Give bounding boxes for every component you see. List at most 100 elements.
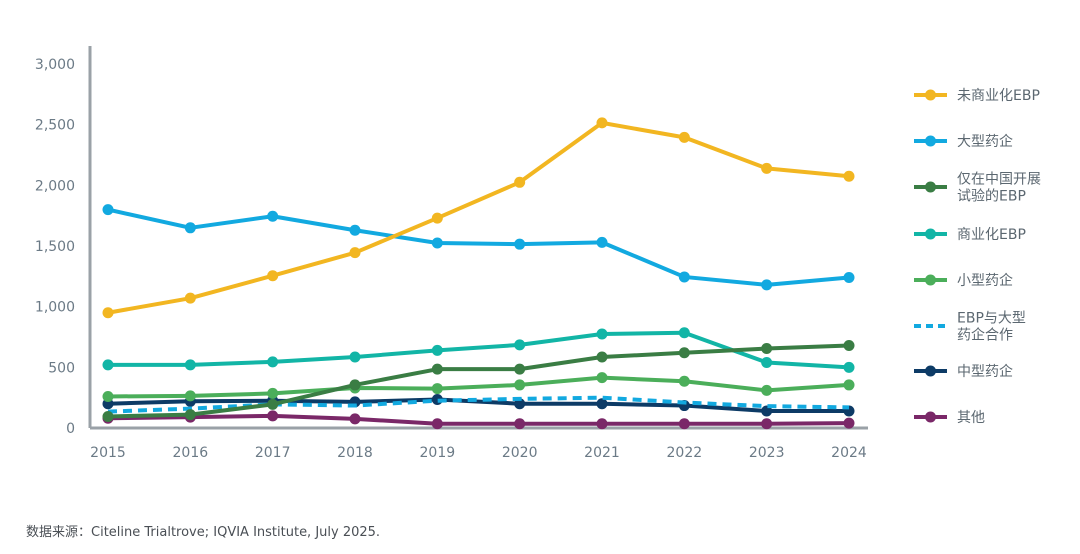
legend-label: 药企合作	[957, 327, 1013, 344]
legend-swatch-marker	[925, 274, 936, 286]
y-tick-label: 0	[66, 421, 75, 437]
data-point	[678, 327, 690, 339]
series-2	[102, 204, 855, 291]
data-point	[596, 372, 608, 384]
series-line	[106, 375, 851, 399]
data-point	[843, 170, 855, 182]
data-point	[349, 413, 361, 425]
series-line	[106, 120, 851, 315]
data-point	[102, 390, 114, 402]
legend-swatch-marker	[925, 228, 936, 240]
data-point	[102, 410, 114, 422]
legend-label: EBP与大型	[957, 311, 1026, 327]
data-point	[514, 238, 526, 250]
data-point	[431, 237, 443, 249]
data-point	[184, 359, 196, 371]
data-point	[349, 224, 361, 236]
data-point	[102, 307, 114, 319]
data-point	[596, 418, 608, 430]
legend-label: 试验的EBP	[957, 189, 1026, 205]
data-point	[184, 292, 196, 304]
data-point	[843, 339, 855, 351]
legend-label: 未商业化EBP	[957, 88, 1040, 104]
data-point	[267, 270, 279, 282]
data-point	[761, 405, 773, 417]
legend-item: 大型药企	[914, 133, 1013, 150]
series-line	[106, 330, 851, 370]
y-tick-label: 1,000	[35, 300, 75, 316]
data-point	[678, 375, 690, 387]
legend-swatch-marker	[925, 181, 936, 193]
data-point	[761, 356, 773, 368]
x-tick-label: 2022	[667, 445, 703, 461]
series-line	[106, 413, 851, 426]
data-point	[184, 390, 196, 402]
x-tick-label: 2019	[420, 445, 456, 461]
data-point	[761, 343, 773, 355]
data-point	[514, 418, 526, 430]
legend-label: 大型药企	[957, 133, 1013, 150]
data-point	[843, 361, 855, 373]
data-point	[596, 398, 608, 410]
series-6	[107, 395, 850, 414]
data-point	[431, 383, 443, 395]
legend-swatch-marker	[925, 135, 936, 147]
legend-item: 未商业化EBP	[914, 88, 1040, 104]
data-point	[267, 410, 279, 422]
x-tick-label: 2023	[749, 445, 785, 461]
y-tick-label: 1,500	[35, 239, 75, 255]
x-tick-label: 2020	[502, 445, 538, 461]
legend-swatch-marker	[925, 365, 936, 377]
data-point	[843, 417, 855, 429]
data-point	[184, 222, 196, 234]
data-point	[102, 204, 114, 216]
data-point	[678, 271, 690, 283]
data-point	[349, 351, 361, 363]
data-point	[431, 418, 443, 430]
data-point	[102, 359, 114, 371]
data-point	[184, 409, 196, 421]
data-point	[761, 384, 773, 396]
legend-label: 小型药企	[957, 272, 1013, 289]
x-tick-label: 2024	[831, 445, 867, 461]
x-tick-label: 2017	[255, 445, 291, 461]
y-tick-label: 500	[48, 360, 75, 376]
x-axis: 2015 2016 2017 2018 2019 2020 2021 2022 2023 2024	[90, 426, 868, 461]
x-tick-label: 2021	[584, 445, 620, 461]
legend-label: 仅在中国开展	[957, 172, 1041, 188]
data-point	[678, 131, 690, 143]
series-line	[106, 343, 851, 419]
legend-swatch-marker	[925, 89, 936, 101]
data-point	[514, 176, 526, 188]
data-point	[843, 379, 855, 391]
data-point	[267, 387, 279, 399]
data-point	[678, 418, 690, 430]
legend-label: 商业化EBP	[957, 227, 1026, 243]
data-point	[431, 212, 443, 224]
legend-item: 商业化EBP	[914, 227, 1026, 243]
data-point	[596, 236, 608, 248]
series-line	[107, 395, 850, 414]
data-point	[267, 398, 279, 410]
series-4	[102, 327, 855, 373]
legend-label: 中型药企	[957, 363, 1013, 380]
series-line	[106, 397, 851, 414]
data-point	[267, 210, 279, 222]
series-3	[102, 339, 855, 422]
legend-item: 其他	[914, 410, 985, 426]
data-point	[596, 351, 608, 363]
series-5	[102, 372, 855, 402]
data-point	[349, 379, 361, 391]
data-point	[596, 117, 608, 129]
legend-swatch-marker	[925, 411, 936, 423]
x-tick-label: 2015	[90, 445, 126, 461]
data-point	[843, 272, 855, 284]
data-point	[514, 398, 526, 410]
data-point	[761, 279, 773, 291]
series-lines	[102, 117, 855, 430]
y-tick-label: 3,000	[35, 57, 75, 73]
